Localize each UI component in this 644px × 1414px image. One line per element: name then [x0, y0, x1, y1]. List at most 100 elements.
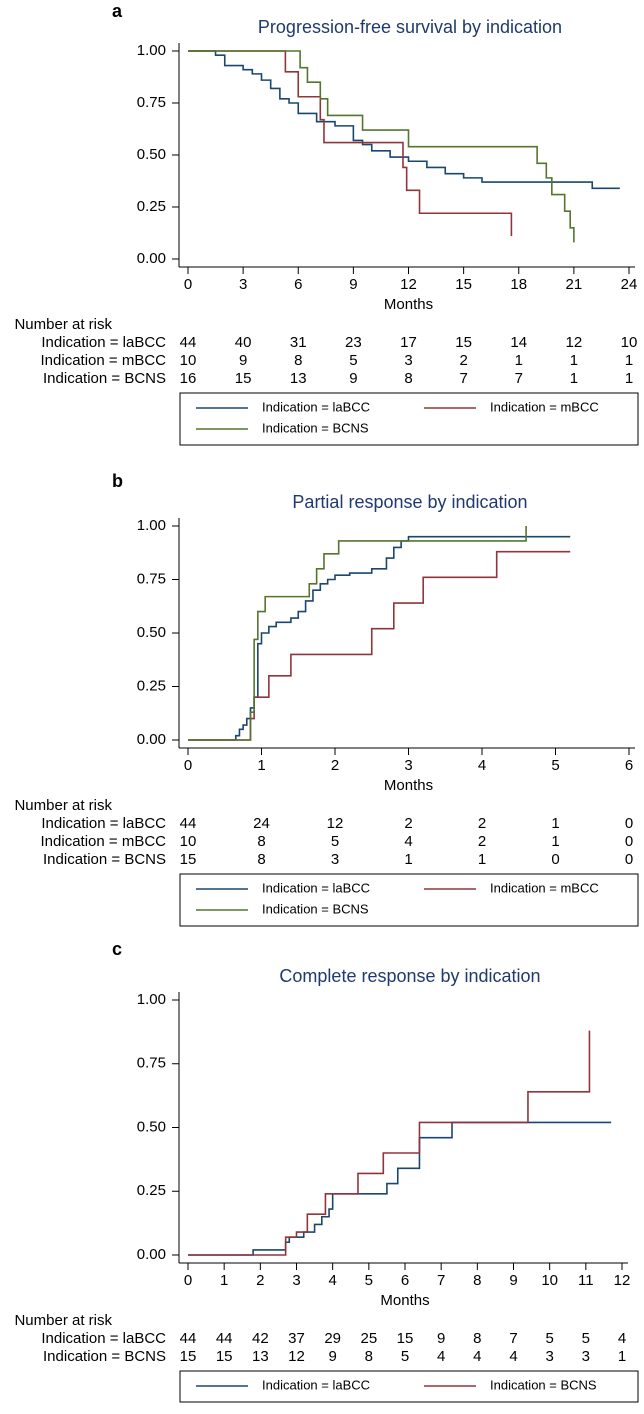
- risk-count: 4: [509, 1348, 517, 1365]
- chart-title: Progression-free survival by indication: [258, 17, 562, 37]
- y-tick-label: 0.50: [137, 624, 166, 641]
- x-tick-label: 6: [625, 757, 633, 774]
- panel-label: c: [112, 939, 122, 959]
- risk-count: 8: [365, 1348, 373, 1365]
- km-curve: [188, 1121, 612, 1256]
- risk-count: 17: [400, 334, 417, 351]
- risk-count: 3: [582, 1348, 590, 1365]
- x-tick-label: 3: [292, 1272, 300, 1289]
- km-curve: [188, 50, 620, 190]
- x-tick-label: 15: [455, 276, 472, 293]
- risk-count: 31: [290, 334, 307, 351]
- y-tick-label: 0.25: [137, 677, 166, 694]
- legend-label: Indication = BCNS: [262, 420, 369, 435]
- legend-box: [179, 1370, 639, 1403]
- risk-count: 3: [331, 851, 339, 868]
- risk-row-label: Indication = mBCC: [41, 833, 167, 850]
- legend-label: Indication = BCNS: [490, 1377, 597, 1392]
- risk-count: 1: [625, 370, 633, 387]
- risk-count: 1: [478, 851, 486, 868]
- risk-count: 25: [360, 1330, 377, 1347]
- risk-count: 2: [459, 352, 467, 369]
- risk-count: 9: [328, 1348, 336, 1365]
- risk-count: 5: [349, 352, 357, 369]
- km-curve: [188, 1030, 591, 1256]
- x-tick-label: 9: [509, 1272, 517, 1289]
- risk-count: 13: [290, 370, 307, 387]
- x-tick-label: 2: [331, 757, 339, 774]
- risk-count: 9: [239, 352, 247, 369]
- risk-row-label: Indication = BCNS: [43, 370, 166, 387]
- risk-count: 4: [473, 1348, 481, 1365]
- x-tick-label: 12: [614, 1272, 631, 1289]
- risk-count: 4: [437, 1348, 445, 1365]
- x-tick-label: 9: [349, 276, 357, 293]
- x-tick-label: 5: [551, 757, 559, 774]
- risk-count: 4: [618, 1330, 626, 1347]
- x-tick-label: 3: [404, 757, 412, 774]
- km-curve: [188, 50, 575, 243]
- risk-count: 12: [566, 334, 583, 351]
- risk-count: 8: [404, 370, 412, 387]
- x-tick-label: 18: [510, 276, 527, 293]
- x-axis-label: Months: [384, 777, 433, 794]
- risk-count: 23: [345, 334, 362, 351]
- risk-count: 4: [404, 833, 412, 850]
- risk-title: Number at risk: [14, 316, 112, 333]
- risk-count: 29: [324, 1330, 341, 1347]
- risk-count: 1: [551, 833, 559, 850]
- risk-count: 37: [288, 1330, 305, 1347]
- risk-count: 10: [180, 833, 197, 850]
- y-tick-label: 1.00: [137, 42, 166, 59]
- risk-row-label: Indication = mBCC: [41, 352, 167, 369]
- risk-count: 2: [404, 815, 412, 832]
- km-curve: [188, 50, 513, 237]
- risk-count: 10: [621, 334, 638, 351]
- risk-count: 42: [252, 1330, 269, 1347]
- x-tick-label: 1: [220, 1272, 228, 1289]
- y-tick-label: 0.75: [137, 94, 166, 111]
- x-tick-label: 6: [401, 1272, 409, 1289]
- risk-count: 1: [551, 815, 559, 832]
- y-tick-label: 0.00: [137, 250, 166, 267]
- risk-count: 1: [570, 352, 578, 369]
- risk-count: 15: [216, 1348, 233, 1365]
- risk-count: 9: [437, 1330, 445, 1347]
- x-tick-label: 6: [294, 276, 302, 293]
- x-tick-label: 5: [365, 1272, 373, 1289]
- legend-label: Indication = mBCC: [490, 880, 599, 895]
- y-tick-label: 0.50: [137, 146, 166, 163]
- y-tick-label: 0.25: [137, 198, 166, 215]
- risk-row-label: Indication = laBCC: [41, 334, 166, 351]
- legend-box: [179, 392, 639, 446]
- chart-title: Partial response by indication: [292, 492, 527, 512]
- risk-count: 1: [570, 370, 578, 387]
- y-tick-label: 0.00: [137, 1246, 166, 1263]
- legend-label: Indication = laBCC: [262, 1377, 370, 1392]
- y-tick-label: 1.00: [137, 517, 166, 534]
- x-tick-label: 7: [437, 1272, 445, 1289]
- risk-count: 44: [216, 1330, 233, 1347]
- risk-row-label: Indication = laBCC: [41, 1330, 166, 1347]
- x-tick-label: 3: [239, 276, 247, 293]
- risk-row-label: Indication = BCNS: [43, 851, 166, 868]
- x-tick-label: 4: [328, 1272, 336, 1289]
- risk-count: 8: [257, 851, 265, 868]
- legend-box: [179, 873, 639, 927]
- risk-count: 14: [510, 334, 527, 351]
- panel-label: a: [112, 1, 123, 21]
- km-curve: [188, 526, 527, 741]
- risk-count: 0: [625, 833, 633, 850]
- risk-count: 44: [180, 1330, 197, 1347]
- risk-count: 13: [252, 1348, 269, 1365]
- risk-count: 44: [180, 815, 197, 832]
- risk-count: 5: [582, 1330, 590, 1347]
- risk-count: 16: [180, 370, 197, 387]
- risk-count: 10: [180, 352, 197, 369]
- y-tick-label: 0.75: [137, 1055, 166, 1072]
- y-tick-label: 1.00: [137, 991, 166, 1008]
- risk-count: 7: [509, 1330, 517, 1347]
- risk-count: 7: [459, 370, 467, 387]
- risk-count: 7: [515, 370, 523, 387]
